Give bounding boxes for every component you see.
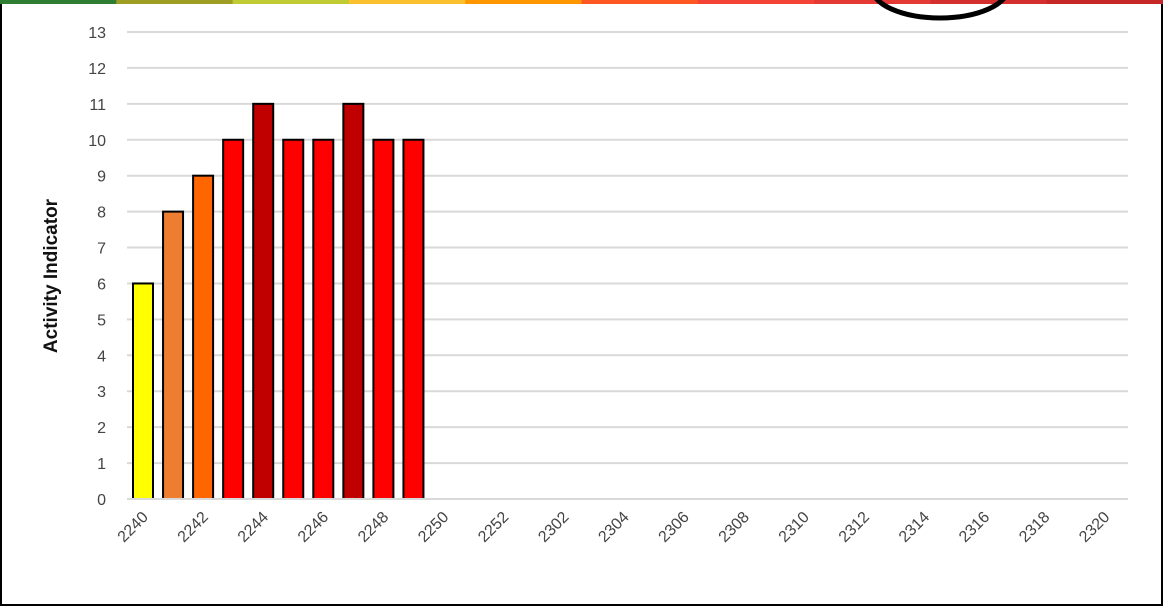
x-tick-label: 2306 [656,509,693,546]
top-strip-segment [930,0,1048,4]
x-tick-label: 2302 [535,509,572,546]
x-tick-label: 2320 [1076,509,1113,546]
y-tick-label: 8 [97,205,106,222]
y-tick-label: 6 [97,276,106,293]
y-tick-label: 5 [97,312,106,329]
x-tick-label: 2248 [355,509,392,546]
y-tick-label: 10 [88,133,106,150]
bar [372,138,395,500]
y-axis-title: Activity Indicator [41,198,62,353]
x-tick-label: 2304 [595,509,632,546]
top-strip-segment [116,0,234,4]
x-tick-label: 2316 [956,509,993,546]
bar [402,138,425,500]
top-strip-segment [814,0,931,4]
bar [252,102,275,500]
x-tick-label: 2318 [1016,509,1053,546]
top-strip-segment [1046,0,1163,4]
y-tick-label: 11 [89,97,106,114]
y-tick-label: 13 [88,25,106,42]
top-strip-segment [232,0,350,4]
top-strip-segment [348,0,466,4]
y-tick-label: 9 [97,169,106,186]
x-tick-label: 2314 [896,509,933,546]
bar [312,138,335,500]
y-tick-label: 7 [97,241,106,258]
x-tick-label: 2240 [115,509,152,546]
bar [132,282,154,501]
x-tick-label: 2246 [295,509,332,546]
top-circle-marker [874,0,1006,21]
y-tick-label: 2 [97,420,106,437]
top-strip-segment [697,0,815,4]
x-tick-label: 2242 [175,509,212,546]
top-strip-segment [581,0,699,4]
bar [342,102,365,500]
x-tick-label: 2310 [776,509,813,546]
x-tick-label: 2312 [836,509,873,546]
y-tick-label: 12 [88,61,106,78]
x-tick-label: 2308 [716,509,753,546]
y-tick-label: 4 [97,348,106,365]
x-tick-label: 2244 [235,509,272,546]
bar [282,138,305,500]
bar [162,210,185,500]
y-tick-label: 1 [97,456,106,473]
top-strip-segment [0,0,117,4]
y-tick-label: 0 [97,492,106,509]
bar [222,138,245,500]
x-tick-label: 2250 [415,509,452,546]
top-strip-segment [465,0,582,4]
y-tick-label: 3 [97,384,106,401]
bar [192,174,215,500]
x-tick-label: 2252 [475,509,512,546]
